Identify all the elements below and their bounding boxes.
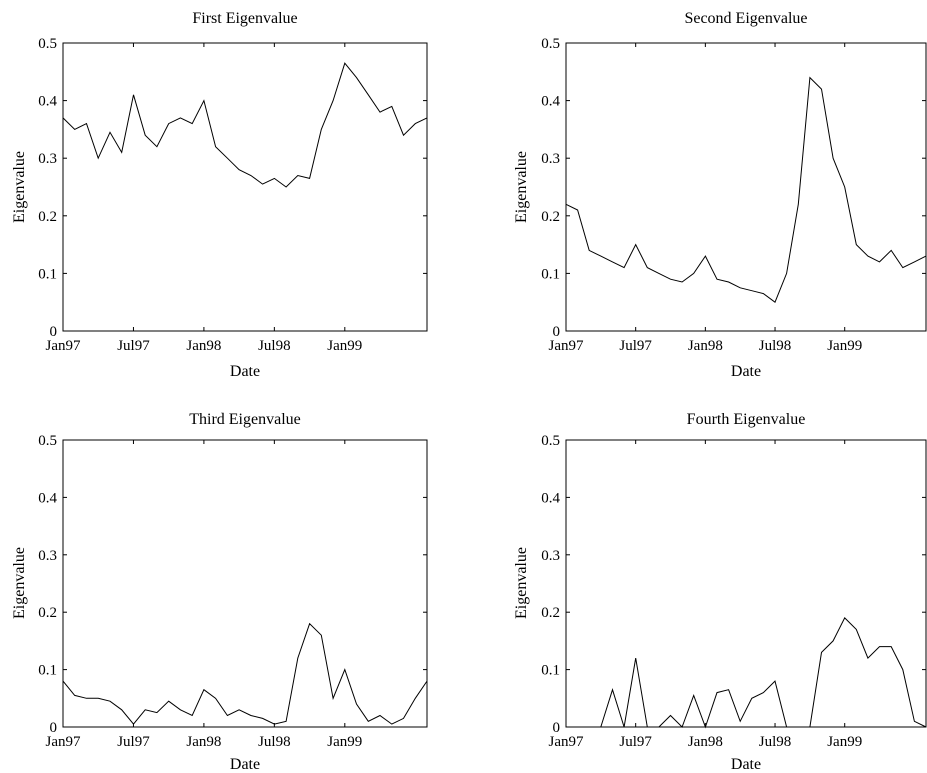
y-tick-label: 0.5 bbox=[541, 433, 560, 449]
x-tick-label: Jul98 bbox=[759, 338, 792, 354]
series-line bbox=[566, 617, 927, 729]
y-tick-label: 0 bbox=[50, 324, 58, 340]
y-ticks: 0 0.1 0.2 0.3 0.4 0.5 bbox=[541, 433, 926, 736]
x-tick-label: Jan98 bbox=[688, 734, 723, 750]
y-tick-label: 0 bbox=[553, 324, 561, 340]
y-axis-label: Eigenvalue bbox=[11, 151, 28, 223]
x-tick-label: Jul97 bbox=[619, 734, 652, 750]
y-axis-label: Eigenvalue bbox=[11, 547, 28, 619]
chart-title: Fourth Eigenvalue bbox=[687, 411, 806, 428]
y-tick-label: 0.5 bbox=[38, 36, 57, 52]
x-tick-label: Jan99 bbox=[327, 734, 362, 750]
y-tick-label: 0.4 bbox=[38, 490, 57, 506]
x-tick-label: Jan99 bbox=[827, 734, 862, 750]
x-tick-label: Jan97 bbox=[46, 734, 81, 750]
y-tick-label: 0 bbox=[50, 720, 58, 736]
x-tick-label: Jan98 bbox=[688, 338, 723, 354]
panel-second-eigenvalue: Second Eigenvalue 0 0.1 0.2 0.3 0.4 0.5 Jan97… bbox=[513, 10, 927, 380]
y-tick-label: 0.2 bbox=[541, 209, 560, 225]
series-line bbox=[62, 622, 428, 725]
y-axis-label: Eigenvalue bbox=[513, 151, 530, 223]
y-tick-label: 0 bbox=[553, 720, 561, 736]
y-tick-label: 0.1 bbox=[38, 663, 57, 679]
x-tick-label: Jan98 bbox=[186, 734, 221, 750]
plot-frame bbox=[62, 439, 428, 728]
y-ticks: 0 0.1 0.2 0.3 0.4 0.5 bbox=[541, 36, 926, 340]
chart-title: First Eigenvalue bbox=[192, 10, 297, 27]
plot-frame bbox=[565, 42, 927, 332]
plot-frame bbox=[565, 439, 927, 728]
y-tick-label: 0.2 bbox=[38, 209, 57, 225]
y-tick-label: 0.5 bbox=[38, 433, 57, 449]
x-axis-label: Date bbox=[731, 363, 761, 380]
y-tick-label: 0.1 bbox=[38, 266, 57, 282]
panel-third-eigenvalue: Third Eigenvalue 00.10.20.30.40.5 Jan97 J… bbox=[11, 411, 428, 773]
x-tick-label: Jan97 bbox=[46, 338, 81, 354]
x-tick-label: Jul97 bbox=[619, 338, 652, 354]
y-tick-label: 0.3 bbox=[38, 548, 57, 564]
x-tick-label: Jul98 bbox=[258, 734, 291, 750]
y-tick-label: 0.3 bbox=[541, 548, 560, 564]
x-tick-label: Jul98 bbox=[759, 734, 792, 750]
x-tick-label: Jan99 bbox=[327, 338, 362, 354]
y-tick-label: 0.2 bbox=[541, 605, 560, 621]
y-tick-label: 0.1 bbox=[541, 266, 560, 282]
x-ticks: Jan97 Jul97 Jan98 Jul98 Jan99 bbox=[46, 440, 362, 750]
y-tick-label: 0.1 bbox=[541, 663, 560, 679]
series-line bbox=[62, 62, 428, 188]
y-tick-label: 0.3 bbox=[38, 151, 57, 167]
x-tick-label: Jan98 bbox=[186, 338, 221, 354]
x-axis-label: Date bbox=[731, 756, 761, 773]
panel-fourth-eigenvalue: Fourth Eigenvalue 0 0.1 0.2 0.3 0.4 0.5 Jan97… bbox=[513, 411, 927, 773]
x-ticks: Jan97 Jul97 Jan98 Jul98 Jan99 bbox=[549, 440, 862, 750]
y-ticks: 0 0.1 0.2 0.3 0.4 0.5 bbox=[38, 36, 427, 340]
y-tick-label: 0.4 bbox=[541, 94, 560, 110]
y-tick-label: 0.4 bbox=[38, 94, 57, 110]
x-tick-label: Jul98 bbox=[258, 338, 291, 354]
x-axis-label: Date bbox=[230, 756, 260, 773]
x-tick-label: Jul97 bbox=[117, 338, 150, 354]
y-ticks: 0 0.1 0.2 0.3 0.4 0.5 bbox=[38, 433, 427, 736]
y-tick-label: 0.5 bbox=[541, 36, 560, 52]
x-tick-label: Jan99 bbox=[827, 338, 862, 354]
x-tick-label: Jan97 bbox=[549, 734, 584, 750]
x-tick-label: Jul97 bbox=[117, 734, 150, 750]
x-axis-label: Date bbox=[230, 363, 260, 380]
plot-frame bbox=[62, 42, 428, 332]
x-ticks: Jan97 Jul97 Jan98 Jul98 Jan99 bbox=[549, 43, 862, 354]
x-tick-label: Jan97 bbox=[549, 338, 584, 354]
chart-title: Third Eigenvalue bbox=[189, 411, 301, 428]
panel-first-eigenvalue: First Eigenvalue 00.10.20.30.40.5 Jan97 J… bbox=[11, 10, 428, 380]
y-axis-label: Eigenvalue bbox=[513, 547, 530, 619]
y-tick-label: 0.3 bbox=[541, 151, 560, 167]
chart-title: Second Eigenvalue bbox=[684, 10, 807, 27]
series-line bbox=[565, 76, 927, 303]
y-tick-label: 0.2 bbox=[38, 605, 57, 621]
x-ticks: Jan97 Jul97 Jan98 Jul98 Jan99 bbox=[46, 43, 362, 354]
y-tick-label: 0.4 bbox=[541, 490, 560, 506]
